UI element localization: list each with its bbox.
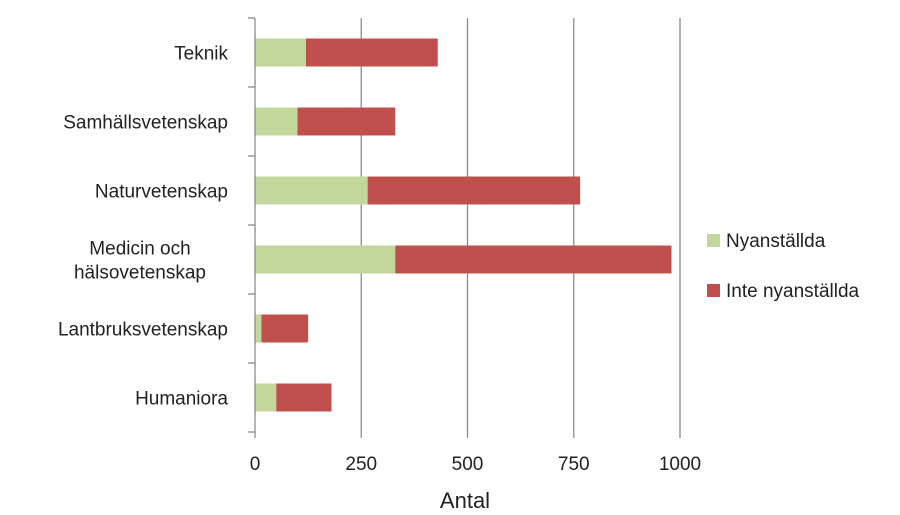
- legend: Nyanställda Inte nyanställda: [707, 231, 860, 302]
- category-label: Medicin och hälsovetenskap: [74, 239, 206, 284]
- bar-inte-nyanstallda-3: [395, 245, 672, 274]
- category-labels: Teknik Samhällsvetenskap Naturvetenskap Med…: [58, 44, 229, 410]
- x-axis-title: Antal: [440, 488, 490, 513]
- bar-inte-nyanstallda-4: [261, 314, 309, 343]
- legend-swatch-1: [707, 284, 720, 297]
- axes: [248, 17, 681, 438]
- bars: [255, 38, 672, 412]
- legend-label-0: Nyanställda: [726, 231, 826, 252]
- bar-inte-nyanstallda-2: [367, 176, 581, 205]
- bar-nyanstallda-3: [255, 245, 396, 274]
- category-label: Samhällsvetenskap: [63, 113, 228, 134]
- x-tick-label-0: 0: [250, 454, 261, 475]
- legend-label-1: Inte nyanställda: [726, 281, 860, 302]
- category-label: Humaniora: [135, 389, 228, 410]
- x-tick-label-750: 750: [558, 454, 590, 475]
- bar-nyanstallda-1: [255, 107, 298, 136]
- category-label: Naturvetenskap: [95, 182, 228, 203]
- bar-nyanstallda-5: [255, 383, 277, 412]
- category-label: Teknik: [174, 44, 228, 65]
- bar-inte-nyanstallda-0: [306, 38, 438, 67]
- category-label: Lantbruksvetenskap: [58, 320, 228, 341]
- x-tick-labels: 0 250 500 750 1000: [250, 454, 701, 475]
- legend-swatch-0: [707, 234, 720, 247]
- bar-inte-nyanstallda-1: [297, 107, 396, 136]
- bar-nyanstallda-4: [255, 314, 262, 343]
- x-tick-label-250: 250: [345, 454, 377, 475]
- x-tick-label-500: 500: [452, 454, 484, 475]
- bar-nyanstallda-0: [255, 38, 306, 67]
- bar-inte-nyanstallda-5: [276, 383, 332, 412]
- x-tick-label-1000: 1000: [659, 454, 701, 475]
- bar-nyanstallda-2: [255, 176, 368, 205]
- gridlines: [360, 18, 681, 432]
